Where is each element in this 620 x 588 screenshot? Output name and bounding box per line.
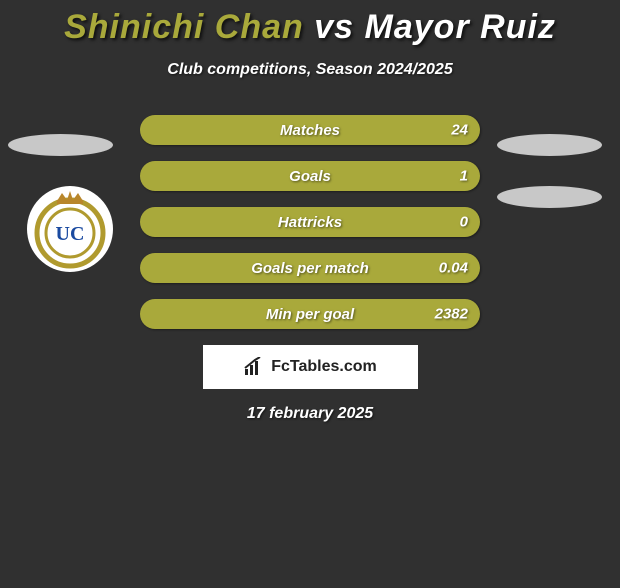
stat-label: Goals per match xyxy=(251,260,369,277)
brand-suffix: Tables.com xyxy=(290,358,377,375)
club-crest: UC xyxy=(27,186,113,272)
stat-row: Hattricks 0 xyxy=(140,207,480,237)
title-player-right: Mayor Ruiz xyxy=(365,8,556,46)
stat-row: Min per goal 2382 xyxy=(140,299,480,329)
brand-text: FcTables.com xyxy=(271,358,377,376)
stat-right-value: 1 xyxy=(460,168,468,185)
stat-label: Hattricks xyxy=(278,214,342,231)
stat-right-value: 0 xyxy=(460,214,468,231)
stat-row: Goals 1 xyxy=(140,161,480,191)
stat-row: Matches 24 xyxy=(140,115,480,145)
stat-right-value: 24 xyxy=(451,122,468,139)
stat-right-value: 2382 xyxy=(435,306,468,323)
stat-label: Min per goal xyxy=(266,306,354,323)
title-vs: vs xyxy=(314,8,354,46)
player-pill-left xyxy=(8,134,113,156)
brand-prefix: Fc xyxy=(271,358,290,375)
stat-label: Goals xyxy=(289,168,331,185)
stat-right-value: 0.04 xyxy=(439,260,468,277)
brand-box: FcTables.com xyxy=(203,345,418,389)
date-label: 17 february 2025 xyxy=(0,405,620,423)
subtitle: Club competitions, Season 2024/2025 xyxy=(0,61,620,79)
stat-label: Matches xyxy=(280,122,340,139)
svg-text:UC: UC xyxy=(56,223,85,245)
page-title: Shinichi Chan vs Mayor Ruiz xyxy=(0,8,620,47)
title-player-left: Shinichi Chan xyxy=(64,8,304,46)
player-pill-right-b xyxy=(497,186,602,208)
crest-icon: UC xyxy=(27,186,113,272)
bar-chart-icon xyxy=(243,357,265,377)
stat-row: Goals per match 0.04 xyxy=(140,253,480,283)
stats-list: Matches 24 Goals 1 Hattricks 0 Goals per… xyxy=(140,115,480,329)
player-pill-right-a xyxy=(497,134,602,156)
